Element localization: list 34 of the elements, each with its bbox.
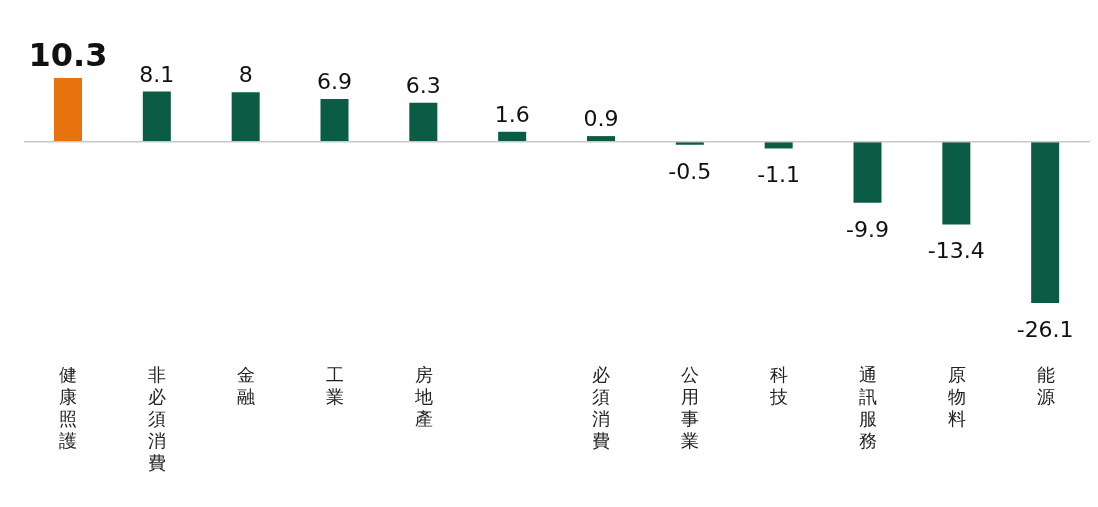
x-tick-label: 健康照護 — [59, 364, 78, 451]
data-label: -9.9 — [846, 216, 889, 242]
bar — [942, 141, 971, 225]
data-label: 6.3 — [405, 72, 441, 98]
x-tick-label: 非必須消費 — [148, 364, 167, 473]
bar — [853, 141, 882, 203]
bar — [675, 141, 704, 145]
data-label: 0.9 — [583, 106, 619, 132]
data-label: -26.1 — [1016, 317, 1074, 342]
bar — [1031, 141, 1060, 303]
bar — [231, 92, 260, 142]
x-tick-label: 金融 — [237, 364, 256, 407]
x-tick-label: 公用事業 — [681, 364, 700, 451]
bar — [142, 91, 171, 142]
x-tick-label: 原物料 — [947, 364, 966, 429]
x-tick-label: 房地產 — [413, 364, 433, 429]
data-label: 6.9 — [317, 69, 352, 95]
bar — [409, 102, 438, 142]
data-label: 1.6 — [494, 101, 530, 127]
x-tick-label: 必須消費 — [592, 364, 611, 451]
data-label: 8 — [238, 62, 253, 88]
data-label: -13.4 — [927, 238, 985, 264]
data-label: 8.1 — [139, 61, 175, 87]
data-label: -1.1 — [757, 162, 801, 188]
data-label: -0.5 — [668, 158, 712, 184]
bar — [320, 99, 349, 142]
x-tick-label: 通訊服務 — [858, 364, 877, 451]
data-label: 10.3 — [28, 36, 108, 74]
bar — [498, 131, 527, 142]
bar — [587, 136, 615, 142]
x-tick-label: 科技 — [769, 364, 789, 407]
x-tick-label: 工業 — [325, 364, 344, 407]
x-tick-label: 能源 — [1036, 364, 1055, 407]
bar — [54, 78, 82, 142]
